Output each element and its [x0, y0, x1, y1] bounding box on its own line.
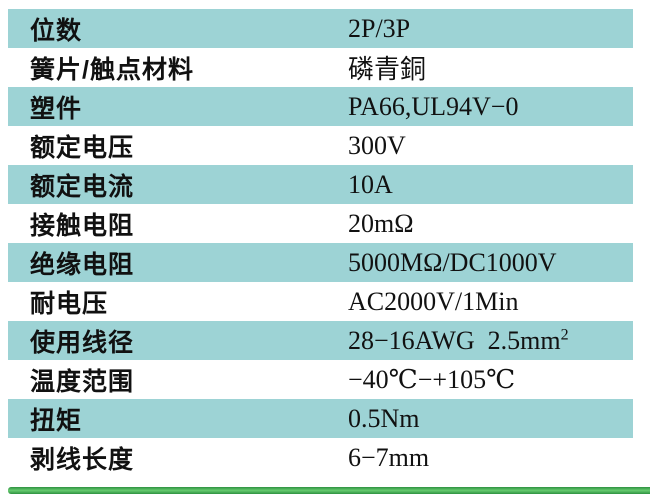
table-row: 接触电阻 20mΩ	[8, 204, 633, 243]
spec-value: 磷青銅	[348, 49, 633, 86]
spec-value: 10A	[348, 170, 633, 200]
spec-label: 塑件	[30, 94, 83, 123]
spec-label: 额定电压	[30, 133, 135, 162]
table-row: 位数 2P/3P	[8, 9, 633, 48]
spec-label: 绝缘电阻	[30, 250, 135, 279]
table-row: 绝缘电阻 5000MΩ/DC1000V	[8, 243, 633, 282]
spec-label: 扭矩	[30, 406, 83, 435]
spec-label: 额定电流	[30, 172, 135, 201]
spec-label: 接触电阻	[30, 211, 135, 240]
spec-table: 位数 2P/3P 簧片/触点材料 磷青銅 塑件 PA66,UL94V−0 额定电…	[8, 9, 633, 477]
spec-value: 5000MΩ/DC1000V	[348, 248, 633, 278]
table-row: 温度范围 −40℃−+105℃	[8, 360, 633, 399]
spec-value: −40℃−+105℃	[348, 365, 633, 395]
spec-label: 温度范围	[30, 367, 135, 396]
spec-label: 耐电压	[30, 289, 109, 318]
table-row: 扭矩 0.5Nm	[8, 399, 633, 438]
spec-value-text: 2P/3P	[348, 13, 411, 43]
spec-value: 0.5Nm	[348, 404, 633, 434]
spec-value-text: 28−16AWG 2.5mm	[348, 325, 561, 355]
spec-value-text: 磷青銅	[348, 55, 427, 84]
spec-value-text: 300V	[348, 130, 406, 160]
table-row: 塑件 PA66,UL94V−0	[8, 87, 633, 126]
accent-bar	[8, 487, 650, 494]
spec-value-text: 20mΩ	[348, 208, 414, 238]
table-row: 额定电流 10A	[8, 165, 633, 204]
spec-value-text: 6−7mm	[348, 442, 430, 472]
spec-value: 2P/3P	[348, 14, 633, 44]
spec-value-text: −40℃−+105℃	[348, 364, 516, 394]
table-row: 簧片/触点材料 磷青銅	[8, 48, 633, 87]
spec-value-superscript: 2	[560, 325, 569, 343]
spec-value: 300V	[348, 131, 633, 161]
spec-value-text: 10A	[348, 169, 393, 199]
table-row: 使用线径 28−16AWG 2.5mm2	[8, 321, 633, 360]
spec-label: 簧片/触点材料	[30, 55, 194, 84]
table-row: 额定电压 300V	[8, 126, 633, 165]
spec-value-text: PA66,UL94V−0	[348, 91, 519, 121]
spec-value-text: 0.5Nm	[348, 403, 420, 433]
spec-value-text: 5000MΩ/DC1000V	[348, 247, 557, 277]
table-row: 剥线长度 6−7mm	[8, 438, 633, 477]
spec-value: 20mΩ	[348, 209, 633, 239]
spec-value-text: AC2000V/1Min	[348, 286, 519, 316]
spec-label: 位数	[30, 16, 83, 45]
spec-label: 使用线径	[30, 328, 135, 357]
spec-value: AC2000V/1Min	[348, 287, 633, 317]
spec-value: 6−7mm	[348, 443, 633, 473]
spec-value: 28−16AWG 2.5mm2	[348, 326, 633, 356]
spec-label: 剥线长度	[30, 445, 135, 474]
table-row: 耐电压 AC2000V/1Min	[8, 282, 633, 321]
spec-value: PA66,UL94V−0	[348, 92, 633, 122]
